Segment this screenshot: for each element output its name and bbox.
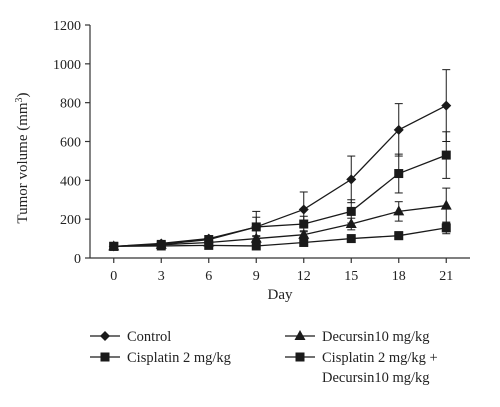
x-tick-label: 21 <box>439 269 453 284</box>
legend-label-cisplatin: Cisplatin 2 mg/kg <box>127 350 231 366</box>
legend-label-control: Control <box>127 329 171 345</box>
legend-item-cisplatin: Cisplatin 2 mg/kg <box>90 350 231 366</box>
series-line <box>113 105 447 247</box>
series-0 <box>108 69 452 252</box>
data-point <box>441 100 452 111</box>
data-point <box>251 222 261 232</box>
y-axis-label: Tumor volume (mm3) <box>14 92 31 223</box>
legend-label-decursin: Decursin10 mg/kg <box>322 329 430 345</box>
series-3 <box>109 221 451 251</box>
series-line <box>113 204 447 247</box>
x-tick-label: 0 <box>110 269 117 284</box>
y-tick-label: 600 <box>60 136 81 151</box>
y-tick-label: 0 <box>74 252 81 267</box>
legend-item-control: Control <box>90 329 171 345</box>
y-ticks: 0 200 400 600 800 1000 1200 <box>53 19 90 267</box>
data-point <box>298 228 310 239</box>
series-layer <box>108 69 452 252</box>
legend-item-decursin: Decursin10 mg/kg <box>285 329 430 345</box>
data-point <box>346 234 356 244</box>
axes <box>89 25 470 259</box>
x-tick-label: 15 <box>344 269 358 284</box>
data-point <box>251 241 261 251</box>
y-tick-label: 1200 <box>53 19 81 34</box>
x-tick-label: 3 <box>158 269 165 284</box>
y-tick-label: 1000 <box>53 58 81 73</box>
y-tick-label: 200 <box>60 213 81 228</box>
data-point <box>345 218 357 229</box>
x-tick-label: 12 <box>297 269 311 284</box>
data-point <box>346 174 357 185</box>
square-marker-icon <box>295 352 305 362</box>
data-point <box>299 237 309 247</box>
y-tick-label: 400 <box>60 174 81 189</box>
legend: Control Decursin10 mg/kg Cisplatin 2 mg/… <box>90 329 438 386</box>
data-point <box>298 204 309 215</box>
series-line <box>113 227 447 247</box>
data-point <box>393 205 405 216</box>
x-axis-label: Day <box>268 287 293 303</box>
y-tick-label: 800 <box>60 97 81 112</box>
data-point <box>393 124 404 135</box>
data-point <box>346 206 356 216</box>
data-point <box>250 232 262 243</box>
legend-label-combination-line2: Decursin10 mg/kg <box>322 370 430 386</box>
triangle-marker-icon <box>294 330 306 340</box>
square-marker-icon <box>100 352 110 362</box>
data-point <box>440 199 452 210</box>
diamond-marker-icon <box>100 331 110 341</box>
data-point <box>441 223 451 233</box>
data-point <box>441 150 451 160</box>
legend-item-combination: Cisplatin 2 mg/kg + Decursin10 mg/kg <box>285 350 438 386</box>
data-point <box>394 169 404 179</box>
data-point <box>204 240 214 250</box>
data-point <box>394 231 404 241</box>
data-point <box>299 219 309 229</box>
x-tick-label: 9 <box>253 269 260 284</box>
series-line <box>113 154 447 247</box>
x-tick-label: 18 <box>392 269 406 284</box>
x-ticks: 0 3 6 9 12 15 18 21 <box>110 258 453 284</box>
data-point <box>156 241 166 251</box>
legend-label-combination-line1: Cisplatin 2 mg/kg + <box>322 350 438 366</box>
x-tick-label: 6 <box>205 269 212 284</box>
data-point <box>109 241 119 251</box>
